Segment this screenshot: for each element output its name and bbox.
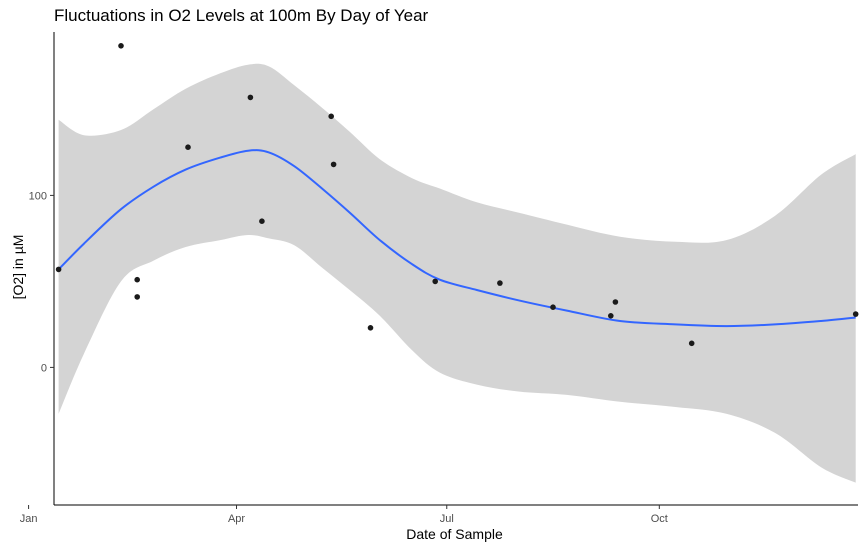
data-point [259,218,265,224]
y-tick-label: 0 [41,362,47,374]
data-point [134,294,140,300]
smooth-line [57,149,856,328]
data-points-layer [55,43,859,347]
chart-title: Fluctuations in O2 Levels at 100m By Day… [54,6,429,25]
data-point [185,144,191,150]
data-point [330,161,337,168]
data-point [497,280,503,286]
data-point [688,340,695,347]
x-tick-label: Oct [651,513,668,525]
data-point [367,325,374,331]
confidence-band-layer [58,63,856,483]
data-point [55,266,62,273]
smooth-line-layer [57,149,856,328]
x-axis-title: Date of Sample [406,526,503,542]
x-tick-label: Jan [20,513,38,525]
confidence-band [58,63,856,483]
y-axis-title: [O2] in µM [10,234,26,300]
data-point [118,43,124,49]
data-point [852,311,859,317]
data-point [608,313,614,319]
data-point [134,276,140,283]
data-point [432,278,439,285]
data-point [328,113,335,120]
data-point [612,299,619,305]
data-point [247,94,254,101]
x-tick-label: Apr [228,513,245,525]
data-point [550,304,556,311]
x-tick-label: Jul [440,513,454,525]
y-tick-label: 100 [29,190,47,202]
axes-layer: 0 100 Jan Apr Jul Oct [20,32,858,525]
